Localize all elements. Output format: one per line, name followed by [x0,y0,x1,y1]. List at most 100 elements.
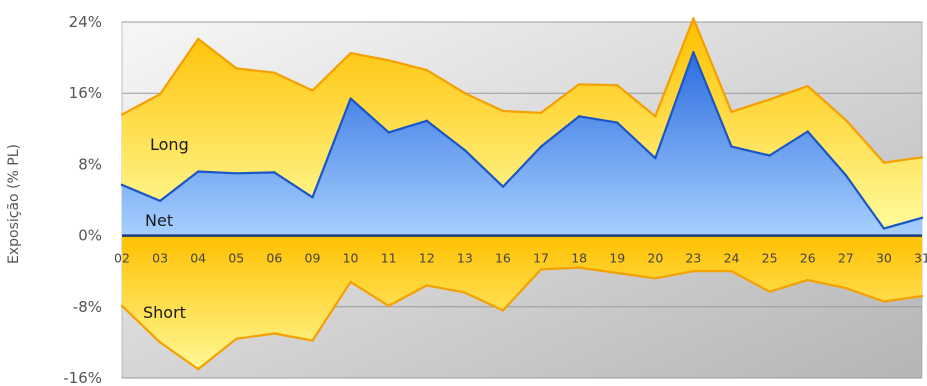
data-point-long [463,92,467,95]
data-point-net [768,154,771,157]
data-point-long [692,17,695,20]
x-tick-label: 06 [266,251,282,266]
short-line [121,266,923,371]
data-point-long [539,111,543,114]
series-areas [122,18,922,370]
x-tick-label: 25 [762,251,778,266]
data-point-short [539,268,543,271]
data-point-short [730,270,733,273]
short-area [122,235,922,370]
data-point-long [806,84,809,88]
data-point-short [235,337,238,341]
data-point-net [273,171,276,174]
data-point-long [501,109,505,113]
data-point-short [920,294,924,298]
long-line [121,17,923,164]
data-point-short [120,304,124,308]
data-point-short [387,304,390,308]
data-point-long [158,92,162,96]
data-point-long [844,118,848,122]
data-point-short [425,284,428,287]
data-point-long [577,83,581,86]
data-point-net [311,196,314,199]
data-point-long [882,161,886,164]
data-point-short [196,367,200,371]
data-point-net [806,130,809,133]
x-tick-label: 09 [305,251,321,266]
series-lines [120,17,924,371]
data-point-net [616,121,619,124]
x-tick-label: 02 [114,251,130,266]
y-tick-label: 16% [69,84,102,102]
series-label-net: Net [145,211,173,230]
data-point-short [844,286,848,290]
data-point-short [654,277,657,280]
data-point-net [539,145,543,148]
x-tick-label: 05 [228,251,244,266]
data-point-long [768,98,771,101]
data-point-long [196,37,200,41]
x-tick-label: 30 [876,251,892,266]
data-point-net [577,115,581,118]
y-tick-label: 8% [78,155,102,173]
data-point-short [349,280,352,284]
data-point-long [425,68,428,72]
data-point-short [616,271,619,275]
net-area [122,52,922,236]
data-point-net [158,199,162,203]
data-point-long [349,51,352,55]
data-point-short [501,309,505,312]
data-point-short [768,290,771,293]
data-point-net [196,170,200,173]
x-tick-labels: 02 03 04 05 06 09 10 11 12 13 16 17 18 19 20 23 24 25 26 27… [114,251,927,266]
x-tick-label: 03 [152,251,168,266]
data-point-long [654,115,657,118]
x-tick-label: 19 [609,251,625,266]
data-point-long [120,113,124,116]
data-point-net [920,216,924,219]
y-tick-label: -8% [73,298,102,316]
data-point-long [387,59,390,62]
x-tick-label: 10 [343,251,359,266]
data-point-short [463,291,467,294]
data-point-short [311,339,314,342]
data-point-net [463,148,467,152]
x-tick-label: 26 [800,251,816,266]
data-point-net [882,227,886,230]
x-tick-label: 20 [647,251,663,266]
data-point-long [730,110,733,114]
x-tick-label: 12 [419,251,435,266]
x-tick-label: 31 [914,251,927,266]
data-point-net [387,131,390,134]
data-point-net [654,156,657,160]
x-tick-label: 13 [457,251,473,266]
data-point-net [425,119,428,122]
y-tick-label: 0% [78,227,102,245]
data-point-short [158,341,162,344]
data-point-long [616,83,619,87]
data-point-long [235,67,238,70]
data-point-net [730,145,733,148]
x-tick-label: 16 [495,251,511,266]
data-point-net [120,183,124,187]
x-tick-label: 27 [838,251,854,266]
data-point-long [273,71,276,74]
y-axis-label: Exposição (% PL) [6,144,22,264]
x-tick-label: 24 [724,251,740,266]
data-point-short [882,300,886,303]
data-point-net [349,97,352,100]
y-tick-label: 24% [69,13,102,31]
y-tick-label: -16% [63,369,102,386]
series-label-short: Short [143,303,186,322]
data-point-short [806,278,809,282]
x-tick-label: 04 [190,251,206,266]
x-tick-label: 18 [571,251,587,266]
data-point-long [311,89,314,92]
data-point-net [844,173,848,177]
data-point-short [273,332,276,335]
net-line [121,51,923,230]
data-point-net [235,172,238,175]
data-point-short [577,266,581,269]
series-label-long: Long [150,135,189,154]
data-point-short [692,270,695,273]
